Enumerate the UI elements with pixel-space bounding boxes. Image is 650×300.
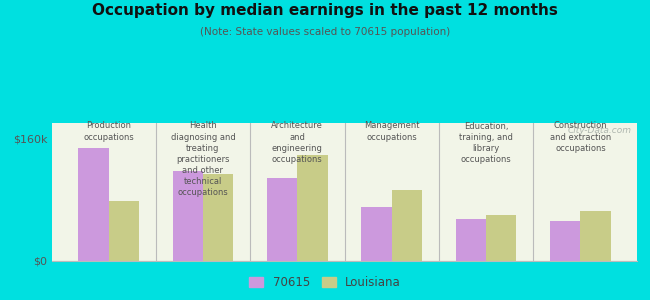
Text: Education,
training, and
library
occupations: Education, training, and library occupat… <box>459 122 513 164</box>
Text: Production
occupations: Production occupations <box>83 122 134 142</box>
Bar <box>580 211 610 261</box>
Bar <box>173 170 203 261</box>
Text: Health
diagnosing and
treating
practitioners
and other
technical
occupations: Health diagnosing and treating practitio… <box>170 122 235 197</box>
Bar <box>109 201 139 261</box>
Bar <box>550 221 580 261</box>
Text: City-Data.com: City-Data.com <box>567 126 631 135</box>
Bar <box>297 155 328 261</box>
Text: Occupation by median earnings in the past 12 months: Occupation by median earnings in the pas… <box>92 3 558 18</box>
Text: Management
occupations: Management occupations <box>364 122 419 142</box>
Bar <box>486 215 516 261</box>
Bar <box>203 174 233 261</box>
Legend: 70615, Louisiana: 70615, Louisiana <box>244 272 406 294</box>
Text: Construction
and extraction
occupations: Construction and extraction occupations <box>550 122 611 153</box>
Bar <box>392 190 422 261</box>
Bar <box>79 148 109 261</box>
Bar <box>361 207 392 261</box>
Bar <box>456 219 486 261</box>
Text: (Note: State values scaled to 70615 population): (Note: State values scaled to 70615 popu… <box>200 27 450 37</box>
Bar <box>267 178 297 261</box>
Text: Architecture
and
engineering
occupations: Architecture and engineering occupations <box>272 122 323 164</box>
